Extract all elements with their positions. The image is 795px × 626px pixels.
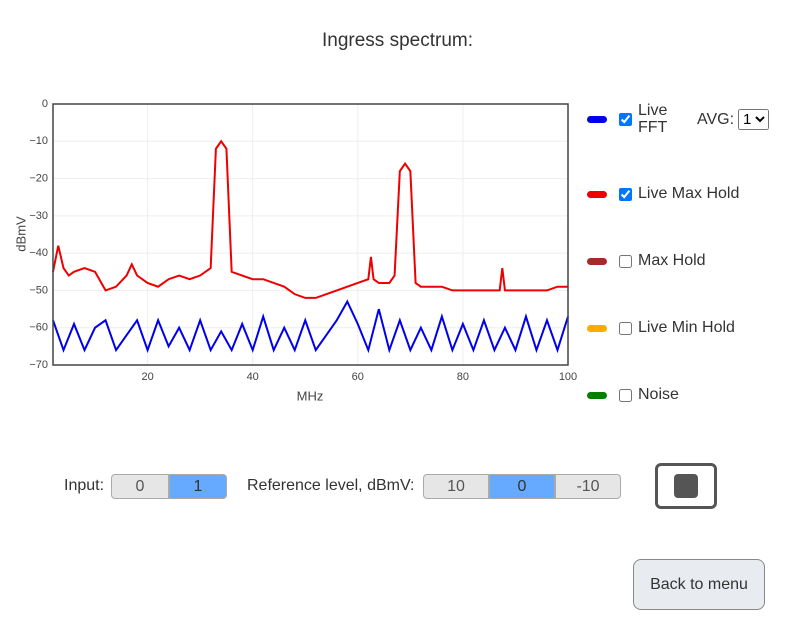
legend-item: Noise (587, 384, 679, 406)
y-tick-label: −60 (29, 322, 48, 334)
legend-item: Live Min Hold (587, 317, 735, 339)
legend-checkbox[interactable] (619, 187, 632, 201)
option-button[interactable]: 10 (423, 474, 489, 499)
y-tick-label: −50 (29, 284, 48, 296)
page-title: Ingress spectrum: (322, 30, 473, 51)
option-button[interactable]: 1 (169, 474, 227, 499)
option-button[interactable]: -10 (555, 474, 621, 499)
legend-label: Live FFT (638, 102, 668, 136)
legend-item: Live FFT (587, 102, 674, 136)
x-tick-label: 20 (141, 371, 153, 383)
legend-label: Live Min Hold (638, 319, 735, 336)
legend-label: Noise (638, 386, 679, 403)
legend-checkbox[interactable] (619, 254, 632, 268)
legend-checkbox[interactable] (619, 388, 632, 402)
legend-item: Live Max Hold (587, 183, 739, 205)
legend-label: Live Max Hold (638, 185, 740, 202)
series-line (52, 139, 568, 299)
y-tick-label: −40 (29, 247, 48, 259)
y-tick-label: −30 (29, 210, 48, 222)
legend-swatch (587, 324, 607, 332)
reference-buttons: 10 0 -10 (423, 474, 621, 499)
legend-checkbox[interactable] (619, 112, 632, 126)
avg-label: AVG: (697, 110, 735, 128)
x-tick-label: 40 (247, 371, 259, 383)
option-button[interactable]: 0 (111, 474, 169, 499)
legend-swatch (587, 257, 607, 265)
legend-swatch (587, 391, 607, 399)
chart: MHz dBmV 0 −10 −20 −30 −40 −50 −60 −70 20 40 60 80 1… (13, 98, 577, 404)
y-tick-label: −70 (29, 359, 48, 371)
y-tick-label: 0 (42, 98, 48, 110)
legend-swatch (587, 115, 607, 123)
stop-icon (674, 474, 698, 498)
avg-control: AVG: 1 (697, 109, 770, 130)
x-axis-label: MHz (297, 388, 324, 403)
y-axis-label: dBmV (13, 216, 28, 252)
series-line (52, 299, 569, 354)
back-button[interactable]: Back to menu (633, 559, 765, 610)
y-tick-label: −20 (29, 172, 48, 184)
x-tick-label: 60 (352, 371, 364, 383)
legend-label: Max Hold (638, 252, 706, 269)
reference-label: Reference level, dBmV: (247, 477, 415, 494)
input-label: Input: (64, 477, 105, 494)
option-button[interactable]: 0 (489, 474, 555, 499)
plot-border (52, 103, 569, 366)
legend-swatch (587, 190, 607, 198)
x-tick-label: 80 (457, 371, 469, 383)
legend-checkbox[interactable] (619, 321, 632, 335)
avg-select[interactable]: 1 (738, 109, 770, 130)
x-tick-label: 100 (559, 371, 577, 383)
y-tick-label: −10 (29, 135, 48, 147)
legend-item: Max Hold (587, 250, 706, 272)
stop-button[interactable] (655, 463, 717, 509)
